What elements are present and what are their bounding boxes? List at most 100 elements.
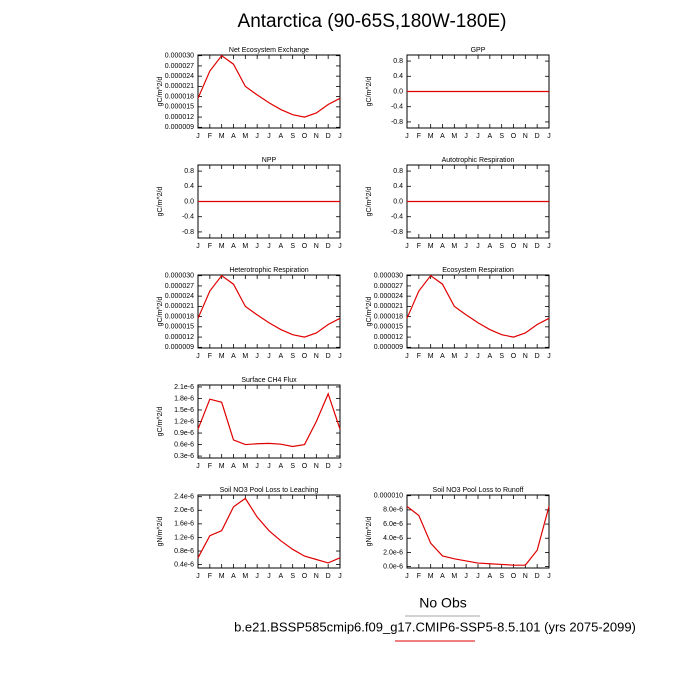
- x-tick-label: N: [523, 573, 528, 580]
- y-tick-label: 0.000024: [374, 293, 403, 300]
- y-tick-label: 0.000030: [165, 273, 194, 280]
- x-tick-label: M: [219, 243, 225, 250]
- y-tick-label: 0.0: [393, 88, 403, 95]
- y-tick-label: 8.0e-6: [383, 507, 403, 514]
- x-tick-label: J: [267, 353, 271, 360]
- y-tick-label: 1.2e-6: [174, 418, 194, 425]
- y-tick-label: 0.000012: [374, 334, 403, 341]
- x-tick-label: M: [451, 243, 457, 250]
- x-tick-label: M: [219, 133, 225, 140]
- y-tick-label: 0.000015: [165, 104, 194, 111]
- x-tick-label: A: [278, 573, 283, 580]
- x-tick-label: D: [535, 573, 540, 580]
- x-tick-label: M: [219, 573, 225, 580]
- data-line: [197, 274, 341, 338]
- x-tick-label: F: [208, 463, 212, 470]
- case-label: b.e21.BSSP585cmip6.f09_g17.CMIP6-SSP5-8.…: [234, 619, 636, 634]
- x-tick-label: J: [196, 573, 200, 580]
- x-tick-label: F: [208, 133, 212, 140]
- x-tick-label: J: [196, 243, 200, 250]
- y-axis-label: gC/m^2/d: [366, 77, 373, 107]
- x-tick-label: A: [231, 133, 236, 140]
- x-tick-label: O: [302, 133, 308, 140]
- x-tick-label: J: [464, 133, 468, 140]
- x-tick-label: J: [476, 243, 480, 250]
- x-tick-label: J: [255, 353, 259, 360]
- y-axis-label: gC/m^2/d: [366, 187, 373, 217]
- y-tick-label: 0.9e-6: [174, 430, 194, 437]
- x-tick-label: S: [290, 463, 295, 470]
- y-tick-label: 0.0e-6: [383, 563, 403, 570]
- x-tick-label: M: [428, 353, 434, 360]
- x-tick-label: F: [208, 353, 212, 360]
- y-tick-label: 0.000024: [165, 73, 194, 80]
- x-tick-label: N: [314, 133, 319, 140]
- x-tick-label: S: [290, 243, 295, 250]
- x-tick-label: J: [405, 243, 409, 250]
- panel-title: Autotrophic Respiration: [442, 157, 515, 164]
- y-tick-label: -0.8: [391, 229, 403, 236]
- panel-title: Ecosystem Respiration: [442, 267, 514, 274]
- x-tick-label: S: [290, 573, 295, 580]
- x-tick-label: N: [523, 353, 528, 360]
- x-tick-label: J: [338, 243, 342, 250]
- y-tick-label: 2.0e-6: [383, 549, 403, 556]
- x-tick-label: D: [326, 573, 331, 580]
- x-tick-label: D: [535, 353, 540, 360]
- data-line: [197, 497, 341, 564]
- x-tick-label: M: [451, 353, 457, 360]
- x-tick-label: J: [547, 573, 551, 580]
- x-tick-label: A: [440, 243, 445, 250]
- x-tick-label: J: [255, 133, 259, 140]
- x-tick-label: J: [255, 573, 259, 580]
- x-tick-label: J: [338, 353, 342, 360]
- data-line: [406, 274, 550, 338]
- y-tick-label: 0.000009: [165, 124, 194, 131]
- x-tick-label: O: [302, 573, 308, 580]
- x-tick-label: O: [302, 243, 308, 250]
- x-tick-label: J: [267, 243, 271, 250]
- y-tick-label: 0.6e-6: [174, 441, 194, 448]
- x-tick-label: J: [464, 573, 468, 580]
- x-tick-label: N: [314, 573, 319, 580]
- obs-label: No Obs: [419, 595, 466, 611]
- x-tick-label: J: [338, 133, 342, 140]
- x-tick-label: J: [405, 573, 409, 580]
- x-tick-label: J: [547, 243, 551, 250]
- y-axis-label: gC/m^2/d: [157, 77, 164, 107]
- x-tick-label: M: [242, 243, 248, 250]
- x-tick-label: J: [476, 573, 480, 580]
- y-tick-label: 0.000024: [165, 293, 194, 300]
- panel-title: Heterotrophic Respiration: [229, 267, 308, 274]
- y-tick-label: 1.2e-6: [174, 534, 194, 541]
- x-tick-label: D: [326, 353, 331, 360]
- x-tick-label: A: [278, 133, 283, 140]
- x-tick-label: J: [405, 133, 409, 140]
- x-tick-label: F: [417, 243, 421, 250]
- y-tick-label: -0.4: [391, 214, 403, 221]
- x-tick-label: O: [511, 353, 517, 360]
- y-tick-label: 0.000012: [165, 334, 194, 341]
- x-tick-label: J: [267, 573, 271, 580]
- data-line: [197, 54, 341, 118]
- x-tick-label: J: [267, 133, 271, 140]
- x-tick-label: N: [314, 243, 319, 250]
- x-tick-label: M: [242, 463, 248, 470]
- y-tick-label: 6.0e-6: [383, 521, 403, 528]
- y-tick-label: 2.4e-6: [174, 494, 194, 501]
- x-tick-label: S: [499, 353, 504, 360]
- x-tick-label: A: [487, 243, 492, 250]
- x-tick-label: M: [242, 573, 248, 580]
- y-tick-label: 0.8: [184, 168, 194, 175]
- y-tick-label: 0.000009: [374, 344, 403, 351]
- x-tick-label: A: [487, 573, 492, 580]
- x-tick-label: S: [290, 133, 295, 140]
- x-tick-label: J: [338, 463, 342, 470]
- x-tick-label: D: [535, 243, 540, 250]
- x-tick-label: O: [302, 463, 308, 470]
- y-tick-label: 0.000018: [165, 93, 194, 100]
- x-tick-label: N: [523, 243, 528, 250]
- y-tick-label: -0.4: [182, 214, 194, 221]
- y-tick-label: 0.8: [393, 168, 403, 175]
